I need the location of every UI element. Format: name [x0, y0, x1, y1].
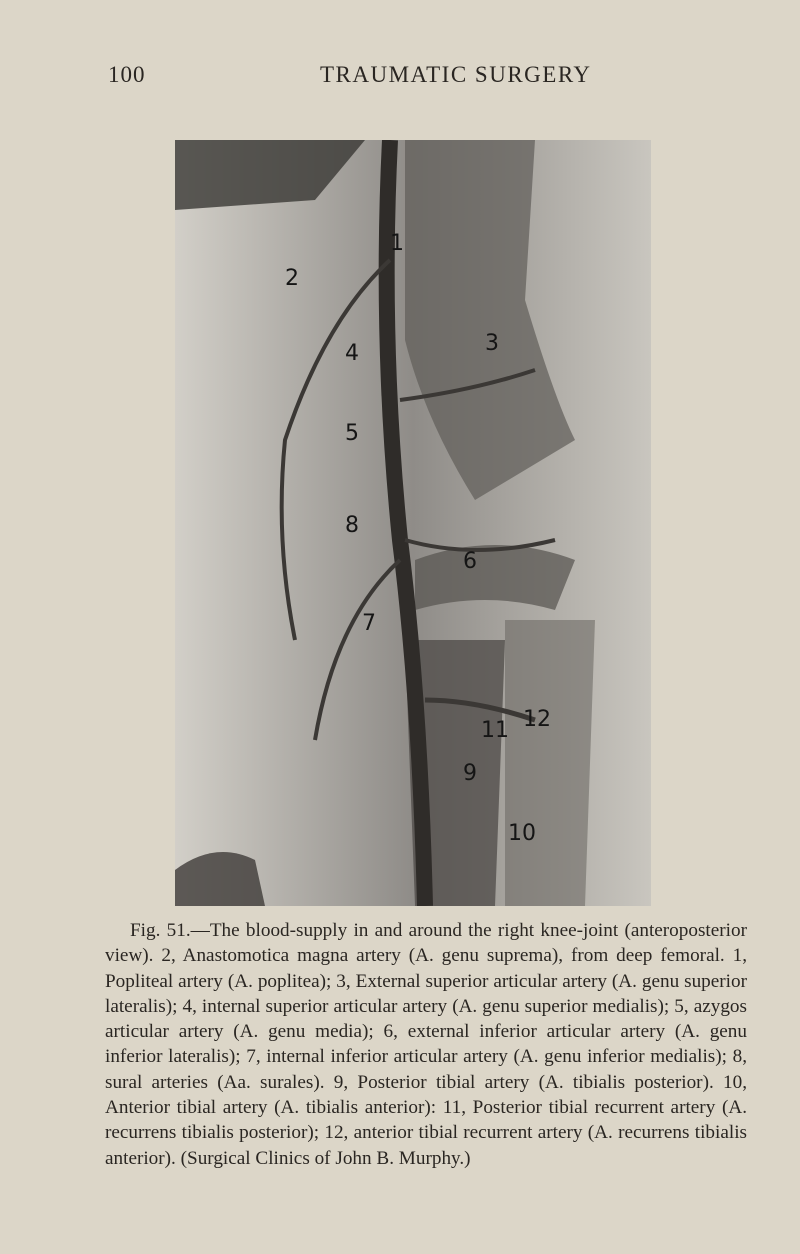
figure-label: 8: [345, 513, 359, 538]
figure-label: 6: [463, 549, 477, 574]
figure-label: 2: [285, 266, 299, 291]
figure-caption: Fig. 51.—The blood-supply in and around …: [105, 920, 747, 1169]
figure-label: 1: [390, 231, 404, 256]
figure-label: 4: [345, 341, 359, 366]
figure-label: 3: [485, 331, 499, 356]
page-number: 100: [108, 62, 146, 87]
figure-label: 10: [508, 821, 536, 846]
figure-label: 5: [345, 421, 359, 446]
running-title: TRAUMATIC SURGERY: [320, 62, 592, 87]
figure-label: 12: [523, 707, 551, 732]
figure-label: 7: [362, 611, 376, 636]
figure-label: 11: [481, 718, 509, 743]
figure-label: 9: [463, 761, 477, 786]
